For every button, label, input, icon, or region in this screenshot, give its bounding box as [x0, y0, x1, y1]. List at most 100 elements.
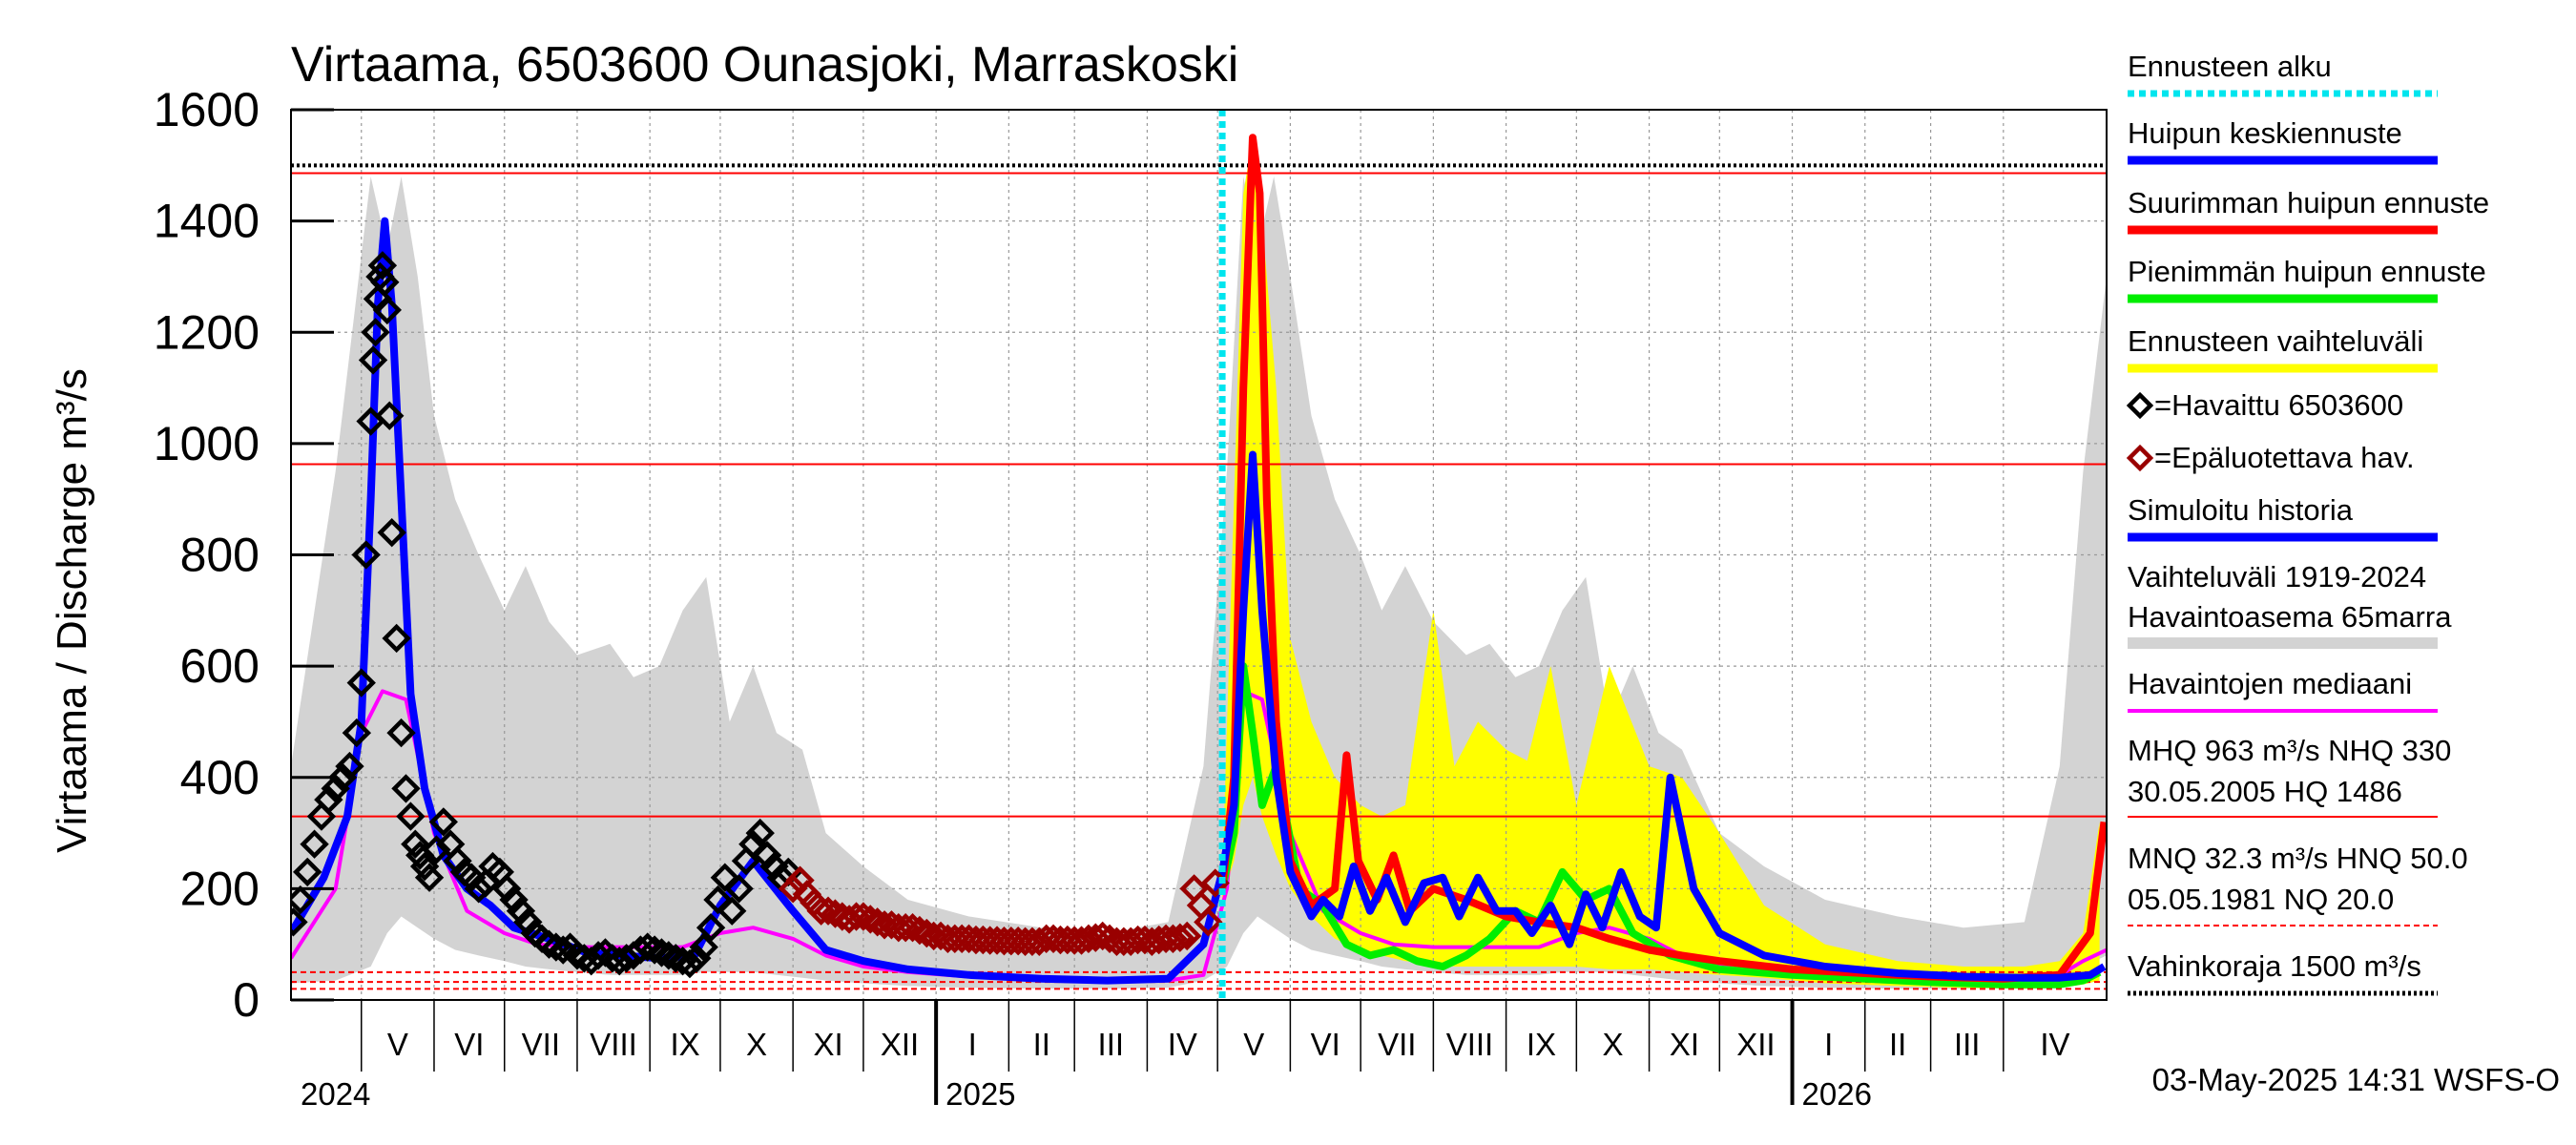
- legend-label: Suurimman huipun ennuste: [2128, 186, 2489, 219]
- observation-point: [1173, 921, 1202, 951]
- month-label: III: [1098, 1027, 1125, 1062]
- legend-item: Suurimman huipun ennuste: [2128, 186, 2489, 235]
- observation-point: [377, 517, 406, 548]
- observation-point: [409, 851, 440, 882]
- observation-point: [752, 841, 782, 870]
- month-label: I: [1824, 1027, 1833, 1062]
- month-label: XII: [881, 1027, 919, 1062]
- month-label: IV: [2040, 1027, 2069, 1062]
- month-label: VIII: [1446, 1027, 1494, 1062]
- observation-point: [291, 885, 316, 915]
- month-label: I: [968, 1027, 977, 1062]
- observation-point: [361, 318, 390, 347]
- observation-point: [778, 874, 808, 904]
- year-label: 2024: [301, 1076, 370, 1112]
- y-tick-label: 1000: [154, 417, 260, 470]
- observation-point: [464, 874, 493, 904]
- y-tick-label: 600: [180, 639, 260, 693]
- observation-point: [321, 774, 350, 803]
- observation-point: [414, 863, 445, 892]
- observation-point: [422, 835, 451, 864]
- observation-point: [1017, 926, 1048, 956]
- observation-point: [668, 946, 697, 976]
- legend-label: Ennusteen alku: [2128, 50, 2332, 83]
- legend-item: MNQ 32.3 m³/s HNQ 50.0 05.05.1981 NQ 20.0: [2128, 842, 2468, 926]
- year-label: 2026: [1802, 1076, 1872, 1112]
- series-havaittu-6503600: [291, 251, 803, 979]
- legend-label: Huipun keskiennuste: [2128, 116, 2402, 150]
- observation-point: [647, 938, 676, 968]
- observation-point: [396, 802, 426, 831]
- legend-label: MNQ 32.3 m³/s HNQ 50.0: [2128, 842, 2468, 875]
- month-label: IX: [1527, 1027, 1556, 1062]
- observation-point: [492, 874, 522, 904]
- legend-label: MHQ 963 m³/s NHQ 330: [2128, 734, 2451, 767]
- observation-point: [386, 718, 416, 748]
- legend-item: =Epäluotettava hav.: [2126, 441, 2415, 474]
- band-ennusteen-vaihteluv-li: [1222, 137, 2100, 989]
- legend-label: Ennusteen vaihteluväli: [2128, 324, 2423, 358]
- observation-point: [506, 896, 536, 926]
- legend-item: Vahinkoraja 1500 m³/s: [2128, 949, 2438, 996]
- series-ep-luotettava-hav-: [778, 865, 1230, 956]
- observation-point: [443, 846, 472, 876]
- plot-content: [291, 110, 2107, 1000]
- observation-point: [401, 829, 430, 859]
- observation-point: [898, 913, 927, 943]
- observation-point: [1025, 926, 1054, 956]
- month-label: VIII: [590, 1027, 637, 1062]
- observation-point: [570, 944, 599, 973]
- y-tick-label: 1200: [154, 305, 260, 359]
- y-tick-label: 1600: [154, 83, 260, 136]
- month-label: II: [1033, 1027, 1050, 1062]
- observation-point: [1088, 921, 1117, 951]
- observation-point: [327, 762, 358, 792]
- legend-item: Huipun keskiennuste: [2128, 116, 2438, 165]
- observation-point: [1073, 924, 1104, 954]
- legend-label-line2: Havaintoasema 65marra: [2128, 600, 2452, 634]
- observation-point: [351, 540, 381, 570]
- month-label: VI: [1311, 1027, 1340, 1062]
- legend-label: Vahinkoraja 1500 m³/s: [2128, 949, 2421, 983]
- month-label: V: [1243, 1027, 1264, 1062]
- observation-point: [813, 896, 843, 926]
- legend-item: Havaintojen mediaani: [2128, 667, 2438, 713]
- y-tick-label: 1400: [154, 195, 260, 248]
- legend-marker: [2126, 444, 2154, 472]
- observation-point: [391, 774, 421, 803]
- month-label: II: [1889, 1027, 1906, 1062]
- legend-label-line2: 30.05.2005 HQ 1486: [2128, 775, 2402, 808]
- observation-point: [1137, 926, 1167, 956]
- legend-label: Vaihteluväli 1919-2024: [2128, 560, 2426, 593]
- month-label: V: [387, 1027, 408, 1062]
- legend: Ennusteen alku Huipun keskiennuste Suurimm…: [2126, 50, 2489, 996]
- y-tick-label: 400: [180, 751, 260, 804]
- footer-timestamp: 03-May-2025 14:31 WSFS-O: [2152, 1062, 2560, 1097]
- month-label: VII: [1378, 1027, 1416, 1062]
- observation-point: [291, 907, 308, 937]
- observation-point: [375, 401, 405, 430]
- observation-point: [457, 863, 487, 892]
- observation-point: [372, 295, 402, 325]
- y-tick-label: 0: [233, 973, 260, 1027]
- observation-point: [1165, 923, 1195, 952]
- legend-label: Havaintojen mediaani: [2128, 667, 2412, 700]
- observation-point: [346, 668, 376, 697]
- y-tick-label: 800: [180, 529, 260, 582]
- legend-label: Pienimmän huipun ennuste: [2128, 255, 2486, 288]
- observation-point: [293, 857, 322, 887]
- month-label: X: [746, 1027, 767, 1062]
- chart-title: Virtaama, 6503600 Ounasjoki, Marraskoski: [291, 37, 1238, 93]
- observation-point: [724, 874, 754, 904]
- observation-point: [821, 899, 850, 928]
- observation-point: [654, 941, 684, 970]
- month-label: X: [1602, 1027, 1623, 1062]
- legend-marker: [2126, 391, 2154, 420]
- observation-point: [428, 807, 458, 837]
- observation-point: [499, 885, 529, 915]
- observation-point: [675, 948, 705, 979]
- legend-item: Ennusteen vaihteluväli: [2128, 324, 2438, 373]
- month-label: XII: [1736, 1027, 1775, 1062]
